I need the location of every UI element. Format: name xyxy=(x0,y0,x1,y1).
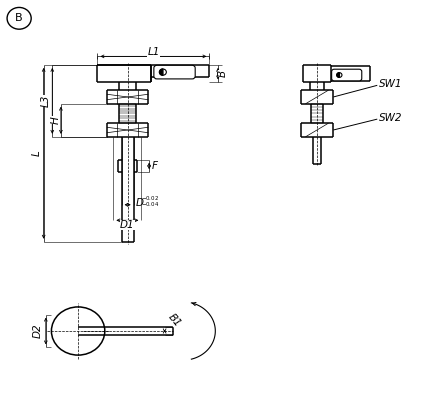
Text: L: L xyxy=(32,151,42,156)
Text: SW1: SW1 xyxy=(378,79,402,89)
Circle shape xyxy=(337,73,342,77)
Text: F: F xyxy=(151,161,157,171)
Polygon shape xyxy=(337,73,339,77)
FancyBboxPatch shape xyxy=(332,69,362,81)
Text: B: B xyxy=(15,13,23,23)
FancyBboxPatch shape xyxy=(154,65,195,79)
Text: L1: L1 xyxy=(147,47,160,57)
Text: $D$: $D$ xyxy=(135,197,145,208)
Circle shape xyxy=(51,307,105,355)
Text: D2: D2 xyxy=(33,324,43,338)
Text: $^{-0.02}_{-0.04}$: $^{-0.02}_{-0.04}$ xyxy=(140,194,159,209)
Text: B: B xyxy=(218,70,228,77)
Text: D1: D1 xyxy=(120,220,135,230)
Circle shape xyxy=(160,69,167,75)
Text: SW2: SW2 xyxy=(378,113,402,123)
Text: H: H xyxy=(50,116,60,124)
Text: B1: B1 xyxy=(166,312,182,329)
Text: L3: L3 xyxy=(41,95,51,107)
Polygon shape xyxy=(160,69,163,75)
